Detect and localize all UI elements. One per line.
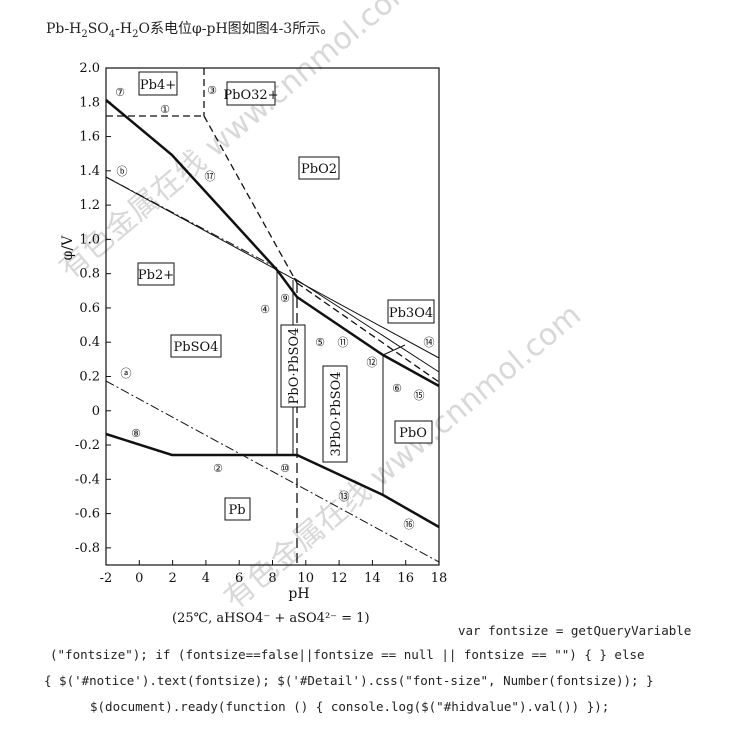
y-axis-title: φ/V bbox=[60, 235, 76, 261]
line-marker-15: ⑮ bbox=[414, 389, 425, 402]
line-marker-1: ① bbox=[160, 103, 170, 116]
caption-text-1: Pb-H bbox=[46, 21, 82, 37]
pb4-label: Pb4+ bbox=[140, 78, 176, 93]
x-tick-label: 14 bbox=[364, 571, 381, 586]
x-tick-label: 16 bbox=[397, 571, 414, 586]
line-marker-10: ⑩ bbox=[280, 462, 290, 475]
y-tick-label: 0.4 bbox=[79, 335, 100, 350]
y-tick-label: 0.8 bbox=[79, 267, 100, 282]
pbo-box bbox=[394, 420, 433, 444]
boundary-lines bbox=[105, 68, 440, 565]
pb3o4-label: Pb3O4 bbox=[389, 306, 433, 321]
y-tick-label: 1.6 bbox=[79, 130, 100, 145]
line-a-dashdot bbox=[105, 380, 440, 563]
code-line-4: $(document).ready(function () { console.… bbox=[90, 699, 610, 714]
y-tick-label: 1.8 bbox=[79, 95, 100, 110]
watermark-text-1: 有色金属在线 www.cnnmol.com bbox=[53, 0, 423, 286]
line-marker-9: ⑨ bbox=[280, 292, 290, 305]
potential-ph-diagram: 有色金属在线 www.cnnmol.com 有色金属在线 www.cnnmol.… bbox=[53, 0, 588, 626]
conditions-note: (25℃, aHSO4⁻ + aSO4²⁻ = 1) bbox=[172, 611, 370, 626]
line-17-thick bbox=[105, 99, 440, 388]
caption-text-3: -H bbox=[115, 21, 133, 37]
caption-text-2: SO bbox=[87, 21, 109, 37]
x-axis-title: pH bbox=[288, 586, 309, 602]
y-tick-label: -0.6 bbox=[75, 507, 100, 522]
line-15-dashed bbox=[296, 282, 440, 383]
line-12 bbox=[382, 344, 406, 356]
x-tick-label: 10 bbox=[298, 571, 315, 586]
x-tick-label: 8 bbox=[268, 571, 276, 586]
x-tick-label: 12 bbox=[331, 571, 348, 586]
pb-label: Pb bbox=[228, 503, 245, 518]
caption-sub-1: 2 bbox=[81, 28, 88, 40]
y-axis-ticks: 2.0 1.8 1.6 1.4 1.2 1.0 0.8 0.6 0.4 0.2 0 -0.2 -0.4 -… bbox=[75, 61, 111, 556]
y-tick-label: 0 bbox=[92, 404, 100, 419]
pb2-label: Pb2+ bbox=[138, 268, 174, 283]
watermark-text-2: 有色金属在线 www.cnnmol.com bbox=[218, 298, 588, 617]
line-marker-6: ⑥ bbox=[392, 382, 402, 395]
line-markers: ⑦ ① ③ ⓑ ⑰ ④ ⑨ ⑤ ⑪ ⑫ ⑭ ⑥ ⑮ ⓐ ⑧ ② ⑩ ⑬ ⑯ bbox=[115, 84, 434, 531]
line-pbo2-dashed bbox=[203, 115, 298, 284]
line-marker-5: ⑤ bbox=[315, 336, 325, 349]
line-14 bbox=[293, 277, 440, 373]
y-tick-label: -0.4 bbox=[75, 472, 100, 487]
x-tick-label: -2 bbox=[100, 571, 113, 586]
pbo-pbso4-box bbox=[280, 324, 306, 408]
y-tick-label: 2.0 bbox=[79, 61, 100, 76]
x-tick-label: 18 bbox=[431, 571, 448, 586]
line-marker-a: ⓐ bbox=[121, 367, 132, 380]
pbo-pbso4-label: PbO·PbSO4 bbox=[287, 328, 302, 405]
tripbo-pbso4-label: 3PbO·PbSO4 bbox=[329, 371, 344, 456]
pb3o4-box bbox=[387, 299, 435, 324]
y-tick-label: 1.4 bbox=[79, 164, 100, 179]
y-tick-label: 1.2 bbox=[79, 198, 100, 213]
caption: Pb-H2SO4-H2O系电位φ-pH图如图4-3所示。 bbox=[46, 18, 334, 40]
pbo2-label: PbO2 bbox=[301, 162, 337, 177]
line-b bbox=[105, 176, 440, 359]
pb4-box bbox=[138, 71, 178, 96]
line-marker-8: ⑧ bbox=[131, 427, 141, 440]
x-tick-label: 6 bbox=[235, 571, 243, 586]
code-line-2: ("fontsize"); if (fontsize==false||fonts… bbox=[50, 647, 645, 662]
x-tick-label: 2 bbox=[168, 571, 176, 586]
line-marker-12: ⑫ bbox=[367, 356, 378, 369]
region-labels: Pb4+ PbO32+ PbO2 Pb2+ PbSO4 PbO·PbSO4 3P… bbox=[137, 71, 435, 521]
caption-text-4: O系电位φ-pH图如图4-3所示。 bbox=[138, 21, 335, 37]
line-marker-b: ⓑ bbox=[117, 165, 128, 178]
line-marker-14: ⑭ bbox=[424, 336, 435, 349]
line-marker-7: ⑦ bbox=[115, 86, 125, 99]
line-marker-3: ③ bbox=[207, 84, 217, 97]
line-marker-13: ⑬ bbox=[339, 490, 350, 503]
pb-box bbox=[224, 497, 251, 521]
y-tick-label: -0.2 bbox=[75, 438, 100, 453]
line-marker-17: ⑰ bbox=[205, 170, 216, 183]
line-b-dashdot bbox=[105, 176, 278, 269]
code-line-3: { $('#notice').text(fontsize); $('#Detai… bbox=[44, 673, 654, 688]
x-tick-label: 4 bbox=[202, 571, 210, 586]
pbso4-box bbox=[170, 334, 222, 358]
code-line-1: var fontsize = getQueryVariable bbox=[458, 623, 692, 638]
pbo-label: PbO bbox=[399, 426, 427, 441]
pb2-box bbox=[137, 262, 175, 286]
pbo3-label: PbO32+ bbox=[223, 88, 278, 103]
pbo3-box bbox=[226, 81, 276, 106]
watermark: 有色金属在线 www.cnnmol.com 有色金属在线 www.cnnmol.… bbox=[53, 0, 588, 616]
x-axis-ticks: -2 0 2 4 6 8 10 12 14 16 18 bbox=[100, 560, 448, 586]
line-marker-2: ② bbox=[213, 462, 223, 475]
pbo2-box bbox=[298, 156, 340, 180]
y-tick-label: 0.2 bbox=[79, 369, 100, 384]
y-tick-label: 1.0 bbox=[79, 232, 100, 247]
tripbo-pbso4-box bbox=[322, 365, 348, 463]
caption-sub-2: 4 bbox=[108, 28, 116, 40]
caption-sub-3: 2 bbox=[132, 28, 139, 40]
line-marker-4: ④ bbox=[260, 303, 270, 316]
pbso4-label: PbSO4 bbox=[174, 340, 219, 355]
y-tick-label: 0.6 bbox=[79, 301, 100, 316]
line-marker-11: ⑪ bbox=[338, 336, 349, 349]
x-tick-label: 0 bbox=[135, 571, 143, 586]
line-marker-16: ⑯ bbox=[404, 518, 415, 531]
y-tick-label: -0.8 bbox=[75, 541, 100, 556]
